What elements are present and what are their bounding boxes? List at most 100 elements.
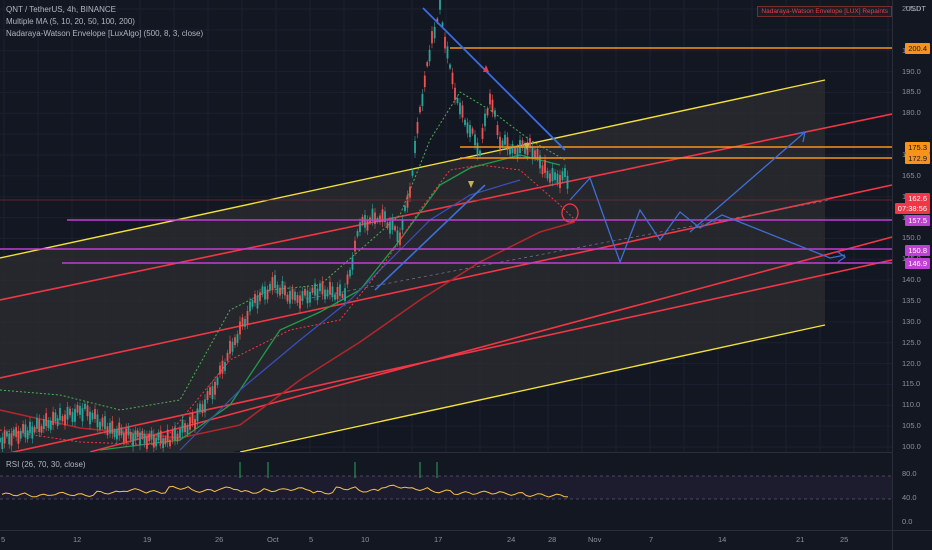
candle-body [379,215,381,223]
candle-body [179,428,181,438]
candle-body [196,408,199,422]
rsi-legend[interactable]: RSI (26, 70, 30, close) [6,460,86,469]
candle-body [148,433,151,442]
candle-body [489,93,491,105]
candle-body [79,405,81,415]
candle-body [536,149,539,158]
candle-body [214,381,216,395]
candle-body [479,150,481,156]
candle-body [381,209,384,223]
candle-body [531,146,534,160]
candle-body [391,218,394,230]
candle-body [321,281,324,295]
candle-body [0,438,1,442]
candle-body [454,87,456,100]
price-tick: 150.0 [902,233,921,243]
candle-body [406,195,409,208]
price-tick: 135.0 [902,296,921,305]
candle-body [561,171,564,181]
candle-body [176,433,179,442]
candle-body [491,99,494,113]
candle-body [544,159,546,173]
candle-body [386,222,389,228]
candle-body [404,205,406,212]
candle-body [226,352,229,361]
candle-body [201,404,204,414]
ma-legend[interactable]: Multiple MA (5, 10, 20, 50, 100, 200) [6,17,135,26]
candle-body [296,295,299,303]
candle-body [401,219,404,230]
candle-body [166,429,169,443]
candle-body [234,337,236,345]
candle-body [251,300,254,307]
candle-body [444,36,446,49]
candle-body [125,428,128,442]
candle-body [186,426,189,434]
price-tick: 110.0 [902,400,921,410]
channel-red-line [89,236,893,453]
price-tick: 140.0 [902,275,921,285]
ma-100 [179,179,521,451]
candle-body [143,433,146,444]
candle-body [239,321,241,335]
trendline-down [422,7,566,151]
candle-body [324,289,326,300]
buy-marker [468,181,474,188]
candle-body [38,419,41,433]
candle-body [191,413,194,424]
projection-bearish [569,176,846,264]
candle-body [389,221,391,234]
candle-body [3,431,6,444]
candle-body [19,430,22,439]
candle-body [284,285,286,296]
candle-body [554,172,556,180]
candle-body [24,424,27,438]
price-tick: 125.0 [902,337,921,347]
channel-red-line [0,259,893,456]
candle-body [162,438,164,449]
candle-body [99,421,101,430]
candle-body [439,0,441,10]
candle-body [61,416,64,422]
candle-body [199,403,201,412]
candle-body [249,301,251,312]
candle-body [428,49,431,62]
symbol-legend[interactable]: QNT / TetherUS, 4h, BINANCE [6,5,116,14]
buy-marker [524,143,530,150]
arrowhead [794,131,806,143]
nw-legend[interactable]: Nadaraya-Watson Envelope [LuxAlgo] (500,… [6,29,204,38]
regression-channel-fill [0,80,825,502]
candle-body [59,408,61,421]
candle-body [136,430,139,438]
candle-body [316,288,319,301]
candle-body [314,283,316,296]
target-circle [561,203,579,223]
candle-body [431,31,433,44]
candle-body [414,140,416,154]
candle-body [271,277,274,290]
sell-marker [483,65,489,72]
price-tick: 100.0 [902,442,921,451]
time-label: 21 [796,535,805,544]
candle-body [146,435,148,449]
candle-body [171,430,174,440]
repaints-badge: Nadaraya-Watson Envelope [LUX] Repaints [757,6,892,17]
candle-body [299,295,301,309]
time-label: 5 [309,535,314,544]
rsi-tick: 40.0 [902,493,917,502]
candle-body [157,432,160,441]
candle-body [17,430,20,444]
candle-body [244,318,246,327]
candle-body [366,219,369,231]
price-tick: 190.0 [902,66,921,76]
candle-body [433,26,436,39]
time-label: Nov [588,535,602,544]
horizontal-levels [0,47,892,264]
candle-body [69,408,71,416]
candle-body [304,288,306,296]
candle-body [464,119,466,125]
candle-body [356,231,359,237]
candle-body [279,287,281,296]
time-label: Oct [267,535,279,544]
